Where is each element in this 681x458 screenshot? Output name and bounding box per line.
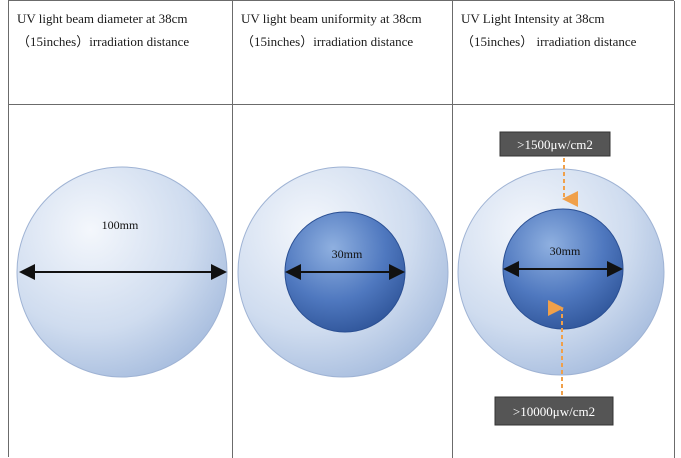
header-uniformity: UV light beam uniformity at 38cm（15inche… xyxy=(233,1,453,105)
bottom-intensity-value: >10000μw/cm2 xyxy=(513,404,595,419)
diameter-diagram-svg: 100mm xyxy=(16,166,228,378)
diagram-intensity: 30mm >1500μw/cm2 >10000μw/cm2 xyxy=(453,105,675,458)
uniformity-diagram-svg: 30mm xyxy=(237,166,449,378)
intensity-label: 30mm xyxy=(550,244,581,258)
header-diameter: UV light beam diameter at 38cm（15inches）… xyxy=(9,1,233,105)
diagram-diameter: 100mm xyxy=(9,105,233,458)
intensity-diagram-svg: 30mm >1500μw/cm2 >10000μw/cm2 xyxy=(457,131,665,426)
spec-grid: UV light beam diameter at 38cm（15inches）… xyxy=(8,0,675,458)
bottom-intensity-callout xyxy=(494,396,614,426)
diameter-label: 100mm xyxy=(102,218,139,232)
diagram-uniformity: 30mm xyxy=(233,105,453,458)
uniformity-label: 30mm xyxy=(332,247,363,261)
header-intensity: UV Light Intensity at 38cm （15inches） ir… xyxy=(453,1,675,105)
top-intensity-value: >1500μw/cm2 xyxy=(517,137,593,152)
top-intensity-callout xyxy=(499,131,611,157)
